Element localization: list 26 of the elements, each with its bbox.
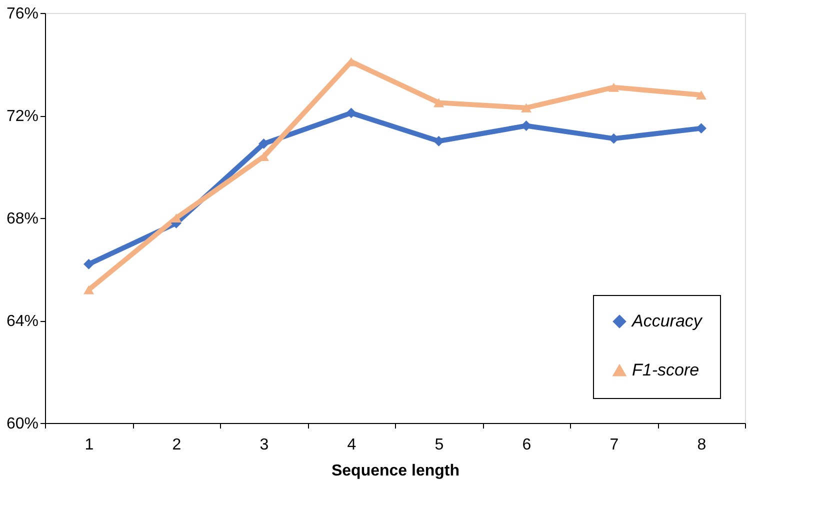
y-tick-label: 76% [6, 6, 38, 22]
x-tick-label: 5 [434, 436, 444, 454]
point [521, 120, 532, 131]
x-axis-title: Sequence length [331, 462, 460, 480]
y-tick-label: 68% [6, 210, 38, 228]
point [696, 90, 706, 100]
point [434, 98, 444, 108]
point [521, 103, 532, 112]
x-tick-label: 2 [172, 436, 182, 454]
x-tick-label: 4 [347, 436, 356, 454]
y-tick-label: 64% [6, 313, 38, 330]
x-tick-label: 8 [697, 436, 706, 454]
legend-label: Accuracy [631, 312, 704, 330]
point [608, 82, 619, 92]
x-tick-label: 3 [260, 436, 269, 454]
point [346, 108, 356, 118]
x-tick-label: 1 [84, 436, 94, 454]
x-tick-label: 6 [522, 436, 532, 454]
x-tick-label: 7 [610, 436, 619, 454]
point [84, 285, 94, 294]
point [84, 258, 94, 270]
y-tick-label: 60% [6, 416, 38, 432]
point [171, 213, 182, 223]
point [258, 138, 269, 149]
legend-label: F1-score [632, 360, 700, 380]
y-tick-label: 72% [6, 108, 38, 125]
